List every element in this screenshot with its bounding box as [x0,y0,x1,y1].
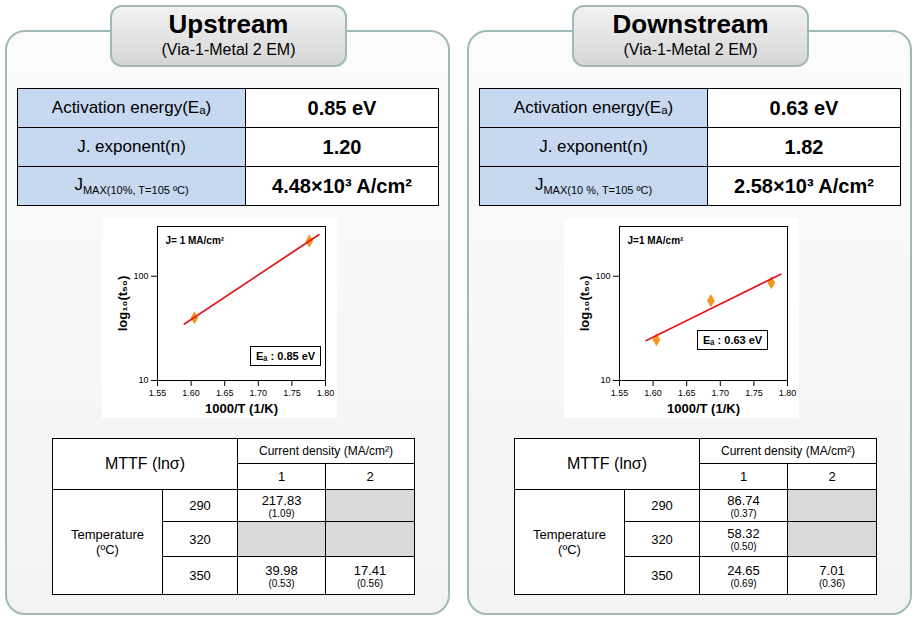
html-text:1: 1 [277,469,286,484]
html-text:MTTF (lnσ): MTTF (lnσ) [567,455,647,472]
svg-text:1.80: 1.80 [317,388,335,398]
html-text:320: 320 [651,531,673,547]
html-text:350: 350 [651,568,673,583]
html-text:(0.37): (0.37) [730,507,757,519]
html-text:JMAX(10 %, T=105 ºC): JMAX(10 %, T=105 ºC) [534,175,653,197]
svg-text:10: 10 [138,375,148,385]
html-text:1: 1 [739,469,748,484]
svg-text:log₁₀(t₅₀): log₁₀(t₅₀) [115,276,130,332]
html-text:Eₐ : 0.85 eV: Eₐ : 0.85 eV [256,350,316,362]
html-text:J. exponent(n): J. exponent(n) [77,137,186,156]
svg-text:100: 100 [595,271,610,281]
html-text:2.58×10³ A/cm²: 2.58×10³ A/cm² [734,174,874,197]
html-text:1.20: 1.20 [322,135,362,158]
html-text:(0.53): (0.53) [268,577,295,589]
svg-text:1.65: 1.65 [216,388,234,398]
html-text:Eₐ : 0.63 eV: Eₐ : 0.63 eV [703,334,763,346]
html-text:(1.09): (1.09) [268,507,295,519]
html-text:17.41: 17.41 [353,562,387,578]
svg-text:1.75: 1.75 [283,388,301,398]
html-text:(0.69): (0.69) [730,577,757,589]
svg-text:1000/T (1/K): 1000/T (1/K) [205,401,278,416]
html-text:0.85 eV: 0.85 eV [307,96,377,119]
svg-text:1.70: 1.70 [250,388,268,398]
html-text:7.01: 7.01 [819,562,845,578]
svg-text:1.55: 1.55 [149,388,167,398]
html-text:4.48×10³ A/cm²: 4.48×10³ A/cm² [272,174,412,197]
html-text:(0.50): (0.50) [730,541,757,552]
html-text:Current density (MA/cm²): Current density (MA/cm²) [721,444,855,458]
html-text:24.65: 24.65 [727,562,760,578]
html-text:(Via-1-Metal 2 EM): (Via-1-Metal 2 EM) [623,41,758,58]
html-text:Activation energy(Eₐ): Activation energy(Eₐ) [51,98,212,117]
svg-text:J= 1 MA/cm²: J= 1 MA/cm² [166,235,225,246]
html-text:320: 320 [189,531,211,547]
html-text:1.82: 1.82 [784,135,824,158]
html-text:2: 2 [828,469,836,484]
html-text:290: 290 [189,498,211,513]
html-text:Temperature (ºC): Temperature (ºC) [533,527,606,557]
svg-text:1.70: 1.70 [712,388,730,398]
html-text:290: 290 [651,498,673,513]
svg-text:1.60: 1.60 [644,388,662,398]
html-text:Upstream: Upstream [168,9,289,39]
svg-text:1.80: 1.80 [779,388,797,398]
html-text:JMAX(10%, T=105 ºC): JMAX(10%, T=105 ºC) [74,175,189,197]
svg-text:1.75: 1.75 [745,388,763,398]
html-text:J. exponent(n): J. exponent(n) [539,137,648,156]
html-text:Activation energy(Eₐ): Activation energy(Eₐ) [513,98,674,117]
svg-text:J=1 MA/cm²: J=1 MA/cm² [628,235,685,246]
svg-text:1.65: 1.65 [678,388,696,398]
html-text:58.32: 58.32 [727,526,760,541]
svg-text:100: 100 [133,271,148,281]
html-text:(0.36): (0.36) [819,577,846,589]
html-text:39.98: 39.98 [265,562,298,578]
html-text:2: 2 [366,469,374,484]
html-text:217.83: 217.83 [261,492,302,508]
svg-text:10: 10 [600,375,610,385]
html-text:(0.56): (0.56) [357,577,384,589]
html-text:MTTF (lnσ): MTTF (lnσ) [105,455,185,472]
html-text:350: 350 [189,568,211,583]
svg-text:1.60: 1.60 [182,388,200,398]
html-text:Temperature (ºC): Temperature (ºC) [71,527,144,557]
html-text:0.63 eV: 0.63 eV [769,96,839,119]
svg-text:1000/T (1/K): 1000/T (1/K) [667,401,740,416]
html-text:Downstream: Downstream [612,9,769,39]
html-text:(Via-1-Metal 2 EM): (Via-1-Metal 2 EM) [161,41,296,58]
svg-text:1.55: 1.55 [611,388,629,398]
html-text:86.74: 86.74 [727,492,760,508]
html-text:Current density (MA/cm²): Current density (MA/cm²) [259,444,393,458]
svg-text:log₁₀(t₅₀): log₁₀(t₅₀) [577,276,592,332]
